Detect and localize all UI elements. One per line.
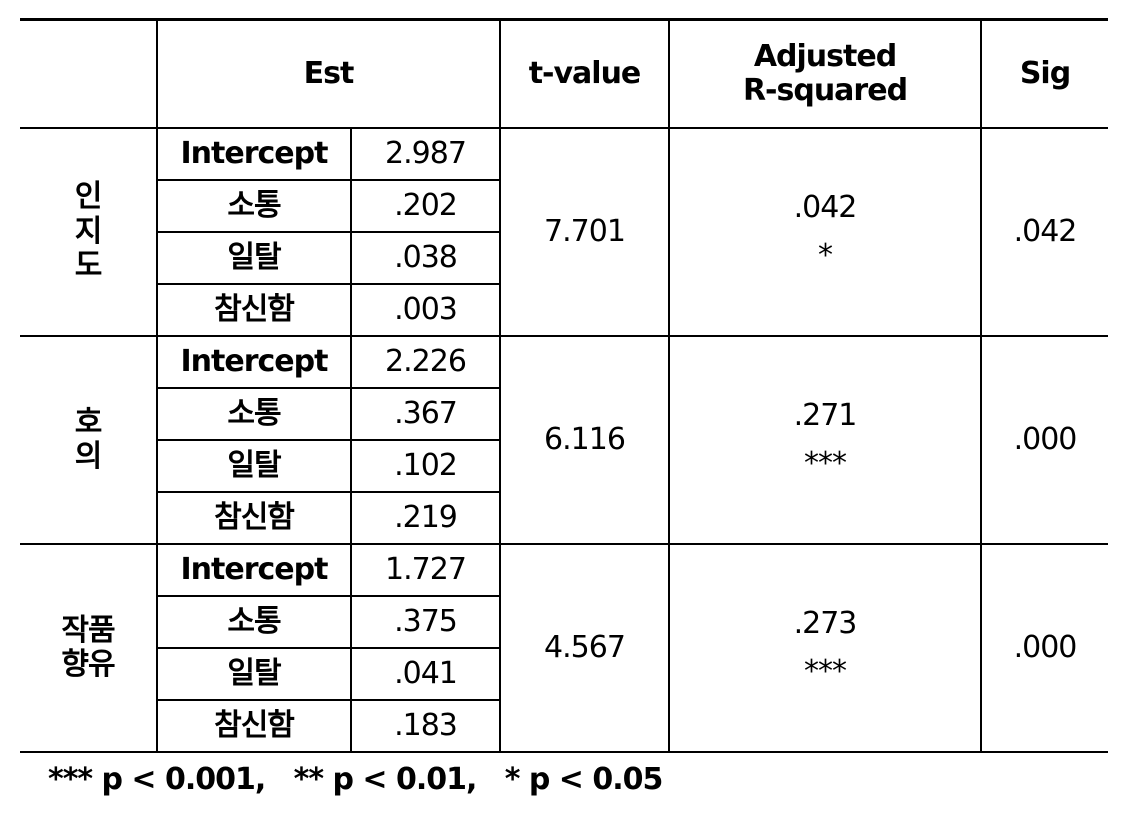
group-cell: 작품 향유 (20, 543, 158, 753)
header-line: Adjusted (753, 38, 897, 74)
header-cell: Adjusted R-squared (668, 18, 982, 129)
group-label-line: 작품 (61, 612, 115, 648)
significance-stars: * (818, 238, 833, 273)
adj-r2-cell: .273 *** (668, 543, 982, 753)
estimate-cell: .102 (350, 439, 500, 493)
group-label-line: 향유 (61, 647, 115, 682)
adj-r2-value: .273 (793, 605, 858, 641)
group-label-line: 호 (74, 404, 103, 440)
header-cell: Est (156, 18, 501, 129)
adj-r2-value: .271 (793, 397, 858, 433)
group-label-line: 지 (74, 213, 103, 249)
body-row: 작품 향유 Intercept 1.727 4.567.273 *** .000 (20, 543, 1108, 753)
table-body: 인 지 도 Intercept 2.987 7.701.042 * .042 소통 .202 일탈.… (20, 127, 1108, 753)
predictor-cell: 일탈 (157, 231, 352, 285)
body-row: 일탈 .041 (20, 647, 1108, 701)
estimate-cell: 2.987 (350, 127, 501, 181)
body-row: 참신함 .003 (20, 283, 1108, 337)
predictor-cell: 참신함 (157, 491, 352, 545)
t-value-cell: 4.567 (499, 543, 670, 753)
body-row: 참신함 .219 (20, 491, 1108, 545)
body-row: 참신함 .183 (20, 699, 1108, 753)
estimate-cell: .038 (350, 231, 500, 285)
t-value-cell: 6.116 (499, 335, 670, 545)
header-cell (20, 18, 158, 129)
group-label-line: 의 (74, 439, 103, 474)
header-cell: Sig (980, 18, 1108, 129)
body-row: 호 의 Intercept 2.226 6.116.271 *** .000 (20, 335, 1108, 545)
adj-r2-cell: .042 * (668, 127, 982, 337)
group-label-line: 도 (74, 248, 103, 284)
estimate-cell: .041 (350, 647, 500, 701)
group-label-line: 인 (74, 179, 103, 215)
estimate-cell: .367 (350, 387, 500, 441)
t-value-cell: 7.701 (499, 127, 670, 337)
estimate-cell: .219 (350, 491, 500, 545)
header-cell: t-value (499, 18, 670, 129)
predictor-cell: 일탈 (157, 439, 352, 493)
body-row: 일탈 .102 (20, 439, 1108, 493)
predictor-cell: 일탈 (157, 647, 352, 701)
significance-stars: *** (804, 446, 847, 481)
adj-r2-cell: .271 *** (668, 335, 982, 545)
sig-cell: .000 (980, 335, 1108, 545)
body-row: 인 지 도 Intercept 2.987 7.701.042 * .042 (20, 127, 1108, 337)
predictor-cell: Intercept (156, 543, 352, 597)
predictor-cell: 참신함 (157, 699, 352, 753)
predictor-cell: 소통 (157, 179, 352, 233)
body-row: 소통 .202 (20, 179, 1108, 233)
predictor-cell: 소통 (157, 595, 352, 649)
estimate-cell: .375 (350, 595, 500, 649)
header-line: R-squared (742, 73, 908, 108)
body-row: 소통 .367 (20, 387, 1108, 441)
footnote: *** p < 0.001, ** p < 0.01, * p < 0.05 (48, 762, 663, 797)
header-row: Est t-value Adjusted R-squared Sig (20, 18, 1108, 129)
estimate-cell: .183 (350, 699, 500, 753)
estimate-cell: .202 (350, 179, 500, 233)
predictor-cell: Intercept (156, 127, 352, 181)
sig-cell: .042 (980, 127, 1108, 337)
significance-stars: *** (804, 654, 847, 689)
body-row: 일탈 .038 (20, 231, 1108, 285)
predictor-cell: 소통 (157, 387, 352, 441)
predictor-cell: Intercept (156, 335, 352, 389)
estimate-cell: .003 (350, 283, 500, 337)
body-row: 소통 .375 (20, 595, 1108, 649)
estimate-cell: 1.727 (350, 543, 501, 597)
results-table: Est t-value Adjusted R-squared Sig 인 지 도 Int… (20, 18, 1108, 753)
sig-cell: .000 (980, 543, 1108, 753)
adj-r2-value: .042 (793, 189, 858, 225)
estimate-cell: 2.226 (350, 335, 501, 389)
predictor-cell: 참신함 (157, 283, 352, 337)
